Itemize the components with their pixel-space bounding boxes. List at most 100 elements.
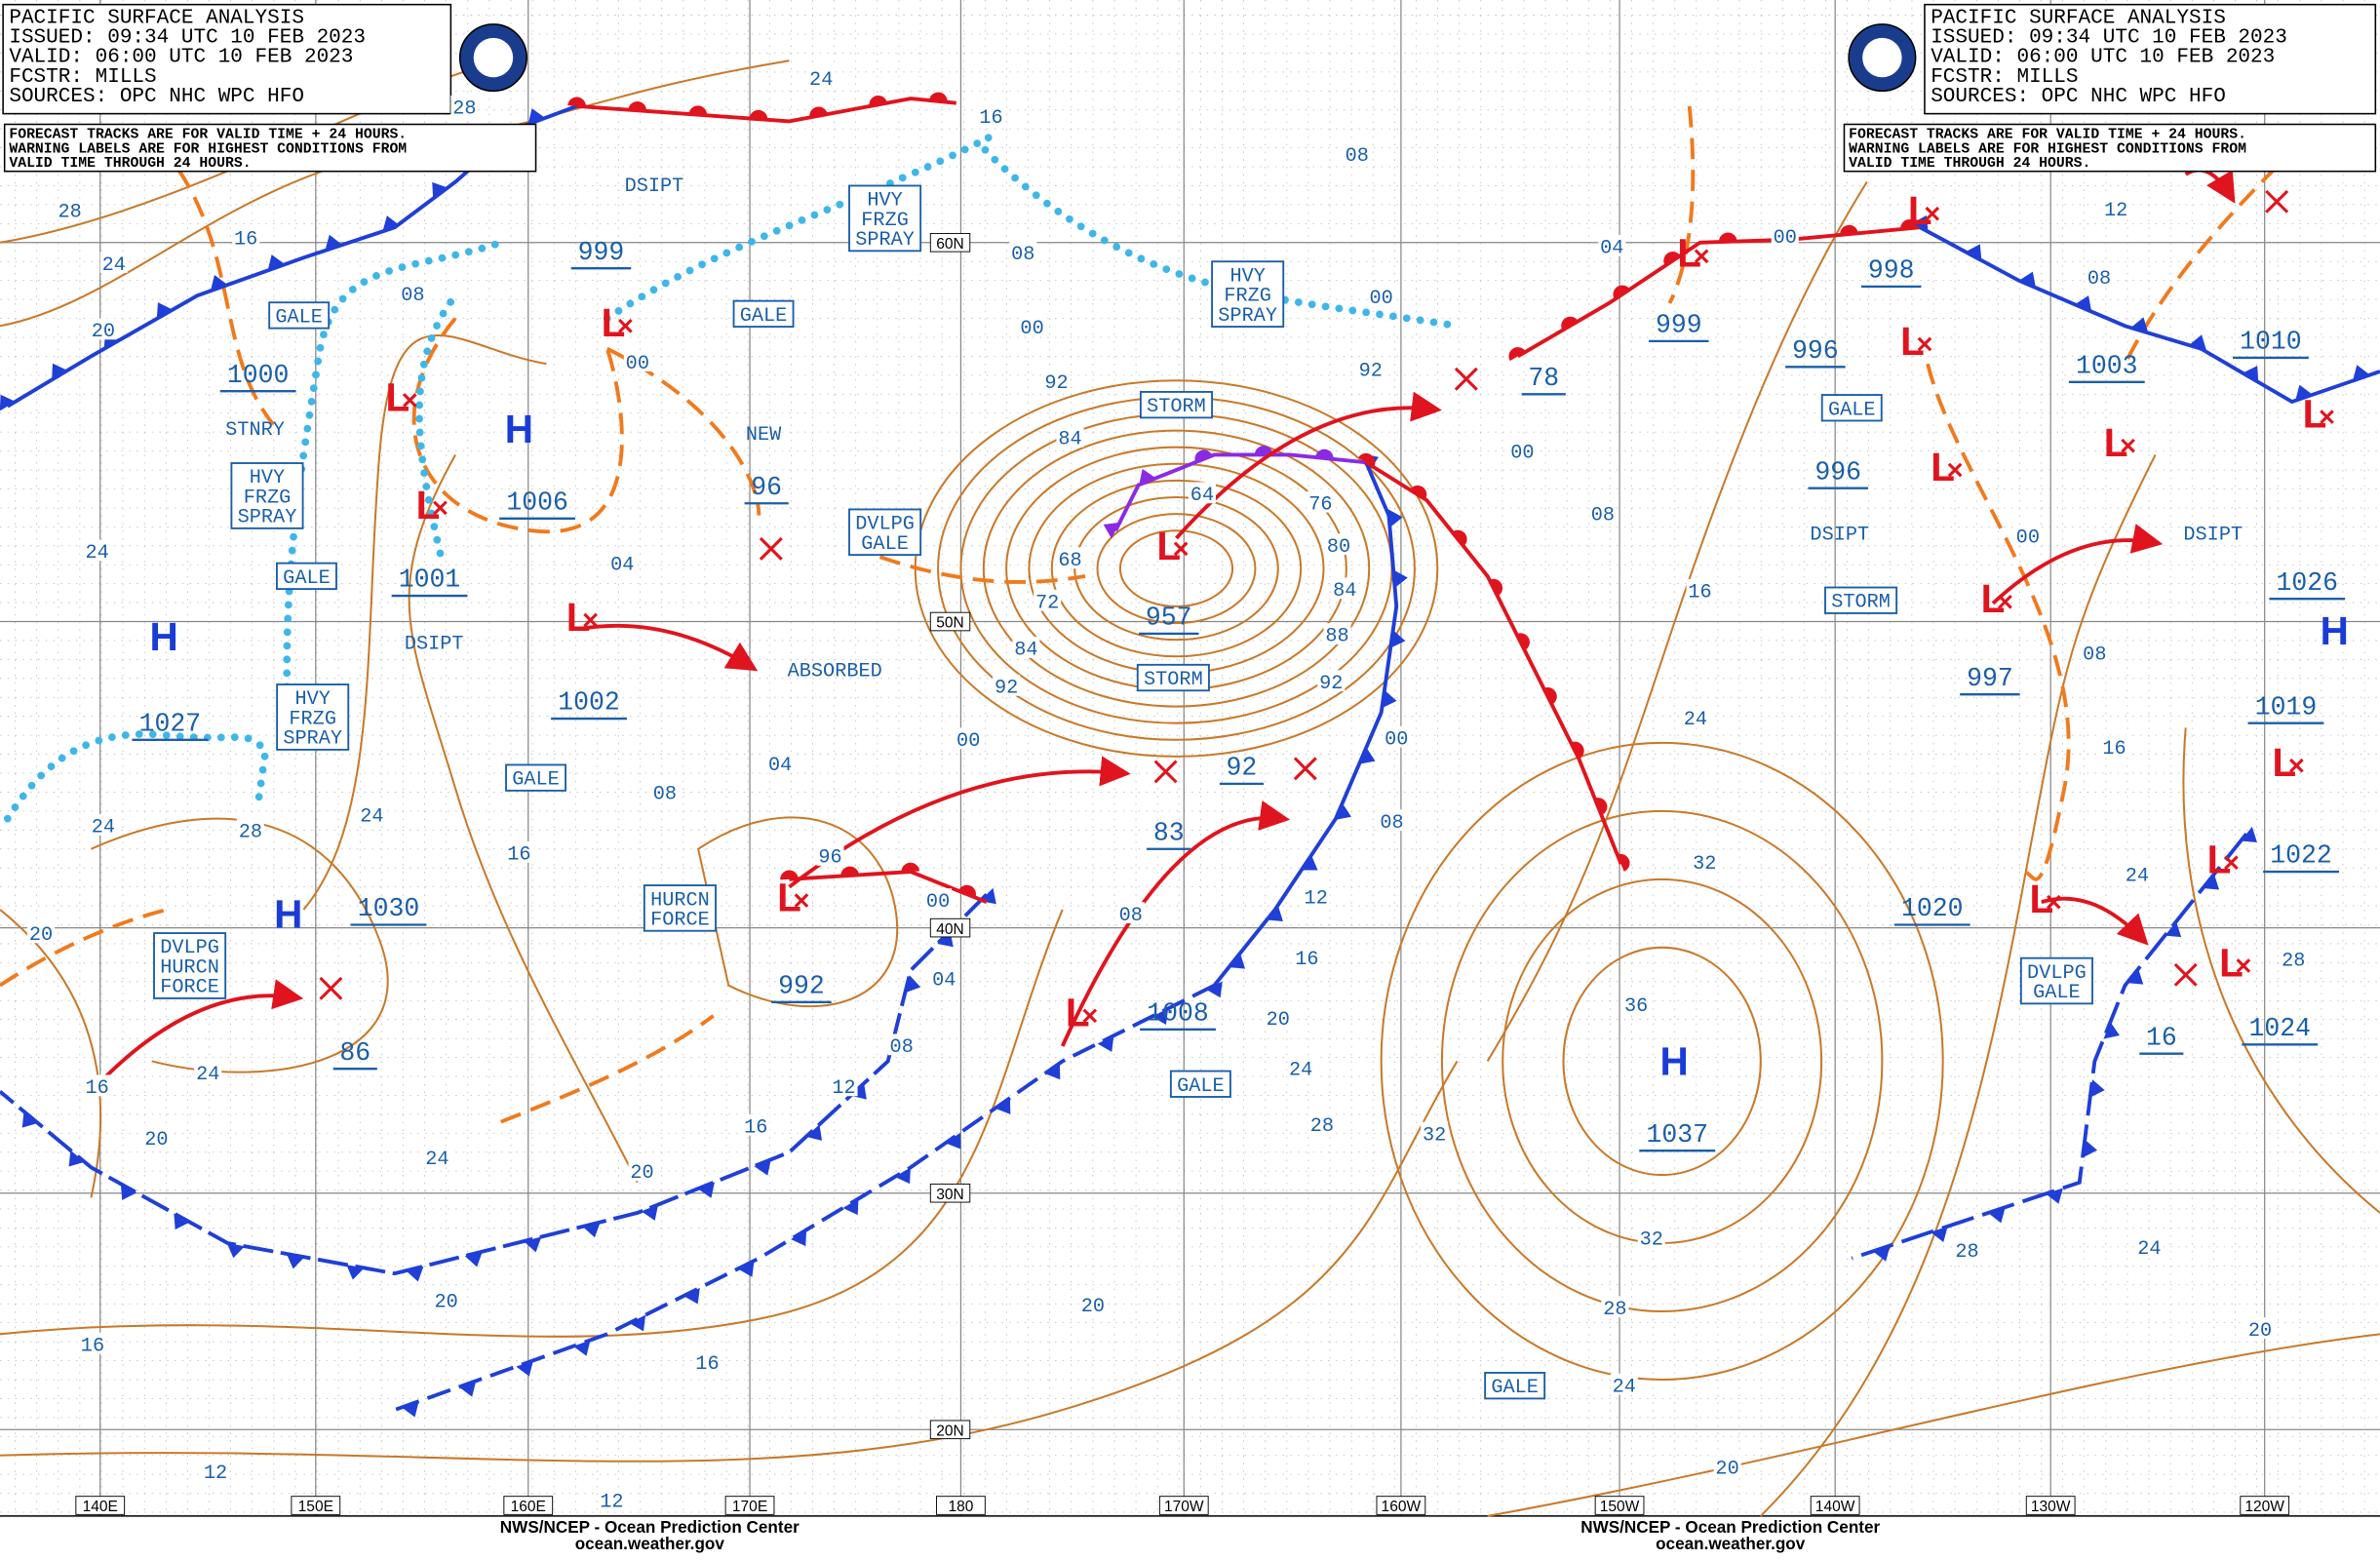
isobar-label: 08	[401, 285, 424, 307]
note-line: VALID TIME THROUGH 24 HOURS.	[1849, 156, 2090, 172]
warning-box	[230, 462, 304, 529]
isobar-label: 12	[204, 1462, 227, 1485]
isobar-label-bg	[1188, 482, 1216, 504]
warning-label: STORM	[1147, 396, 1206, 418]
front-symbol	[464, 1251, 483, 1268]
pressure-label: 998	[1868, 256, 1915, 286]
latitude-label: 30N	[936, 1187, 964, 1203]
isobar	[1380, 741, 1944, 1381]
front-symbol	[1335, 802, 1351, 820]
lat-box	[929, 1420, 971, 1440]
forecast-track	[2184, 168, 2236, 204]
footer-line: ocean.weather.gov	[1656, 1535, 1806, 1553]
front-symbol	[582, 1222, 601, 1238]
front-symbol	[1663, 252, 1681, 266]
isobar-label-bg	[89, 813, 117, 836]
pressure-label: 1003	[2076, 352, 2138, 381]
isobar-label-bg	[2123, 862, 2151, 884]
trough	[1926, 363, 2071, 881]
lat-box	[929, 917, 971, 938]
isobar-label: 04	[1600, 238, 1623, 260]
header-box	[1924, 3, 2377, 115]
isobar-label: 12	[2104, 200, 2127, 222]
front-symbol	[382, 215, 401, 232]
isobar-label-bg	[78, 1332, 106, 1354]
isobar-label: 16	[234, 228, 257, 251]
isobar-label-bg	[399, 282, 427, 303]
isobar-label-bg	[1601, 1296, 1629, 1318]
pressure-label: 1001	[399, 566, 461, 595]
spray-line	[283, 238, 505, 732]
low-mark	[1082, 1008, 1098, 1024]
spray-line	[415, 292, 459, 558]
front-symbol	[1912, 214, 1929, 232]
isobar-label-bg	[650, 780, 679, 802]
isobar-label: 08	[2083, 644, 2106, 666]
isobar	[0, 909, 1064, 1338]
note-line: WARNING LABELS ARE FOR HIGHEST CONDITION…	[9, 141, 407, 157]
front-symbol	[688, 105, 708, 116]
lat-box	[929, 611, 971, 632]
front-symbol	[749, 109, 768, 120]
lon-box	[724, 1496, 775, 1515]
front-symbol	[432, 181, 449, 199]
noaa-logo-inner	[473, 37, 514, 78]
front-symbol	[1613, 285, 1630, 300]
isobar-label: 24	[2137, 1238, 2161, 1261]
isobar-label: 92	[995, 678, 1018, 700]
isobar-label-bg	[1588, 501, 1617, 524]
front-symbol	[174, 1213, 190, 1230]
forecast-position	[2265, 189, 2289, 214]
isobar-label: 00	[926, 891, 950, 914]
front-symbol	[869, 95, 887, 107]
isobar-label: 16	[1295, 949, 1318, 971]
isobar-label-bg	[955, 727, 983, 750]
isobar-label: 04	[610, 555, 634, 577]
header-line: PACIFIC SURFACE ANALYSIS	[9, 7, 304, 29]
isobar-label-bg	[27, 921, 56, 944]
low-mark	[433, 500, 448, 516]
isobar-label-bg	[1508, 439, 1537, 461]
warning-box	[643, 884, 717, 932]
front-symbol	[2089, 1079, 2105, 1098]
front-symbol	[156, 302, 174, 319]
isobar-label-bg	[623, 350, 651, 371]
front-symbol	[929, 92, 948, 102]
note-line: FORECAST TRACKS ARE FOR VALID TIME + 24 …	[1849, 128, 2246, 143]
low-mark	[2046, 894, 2061, 910]
forecast-position	[319, 976, 343, 1000]
pressure-label: 16	[2146, 1023, 2177, 1052]
isobar-label-bg	[2246, 1317, 2275, 1339]
warning-label: GALE	[740, 305, 788, 328]
isobar-label-bg	[1307, 1112, 1336, 1135]
latitude-label: 40N	[936, 921, 964, 938]
pressure-label: 1006	[506, 488, 568, 517]
header-line: VALID: 06:00 UTC 10 FEB 2023	[1931, 47, 2275, 69]
isobar-label: 16	[85, 1077, 108, 1100]
pressure-label: 999	[578, 238, 625, 267]
warning-label: HVY	[294, 688, 330, 711]
isobar-label: 16	[744, 1117, 767, 1140]
warning-label: FORCE	[650, 910, 710, 932]
front-symbol	[527, 108, 546, 125]
warning-box	[505, 763, 566, 792]
front-symbol	[1840, 224, 1858, 235]
front-warm	[1365, 460, 1623, 866]
front-symbol	[2353, 365, 2370, 381]
trough	[0, 908, 168, 988]
isobar-label-bg	[56, 198, 84, 220]
isobar-label-bg	[1610, 1373, 1638, 1395]
warning-label: DVLPG	[2027, 962, 2087, 985]
front-symbol	[226, 1242, 246, 1259]
note-line: WARNING LABELS ARE FOR HIGHEST CONDITION…	[1849, 141, 2246, 157]
front-symbol	[2082, 1139, 2098, 1158]
warning-label: GALE	[1828, 399, 1876, 421]
isobar-label: 20	[1715, 1458, 1738, 1480]
pressure-label: 92	[1227, 754, 1258, 783]
isobar-label-bg	[2280, 947, 2308, 969]
low-mark	[2224, 855, 2239, 871]
warning-box	[1824, 586, 1898, 614]
status-label: STNRY	[225, 419, 285, 442]
isobar-label-bg	[1293, 946, 1321, 968]
